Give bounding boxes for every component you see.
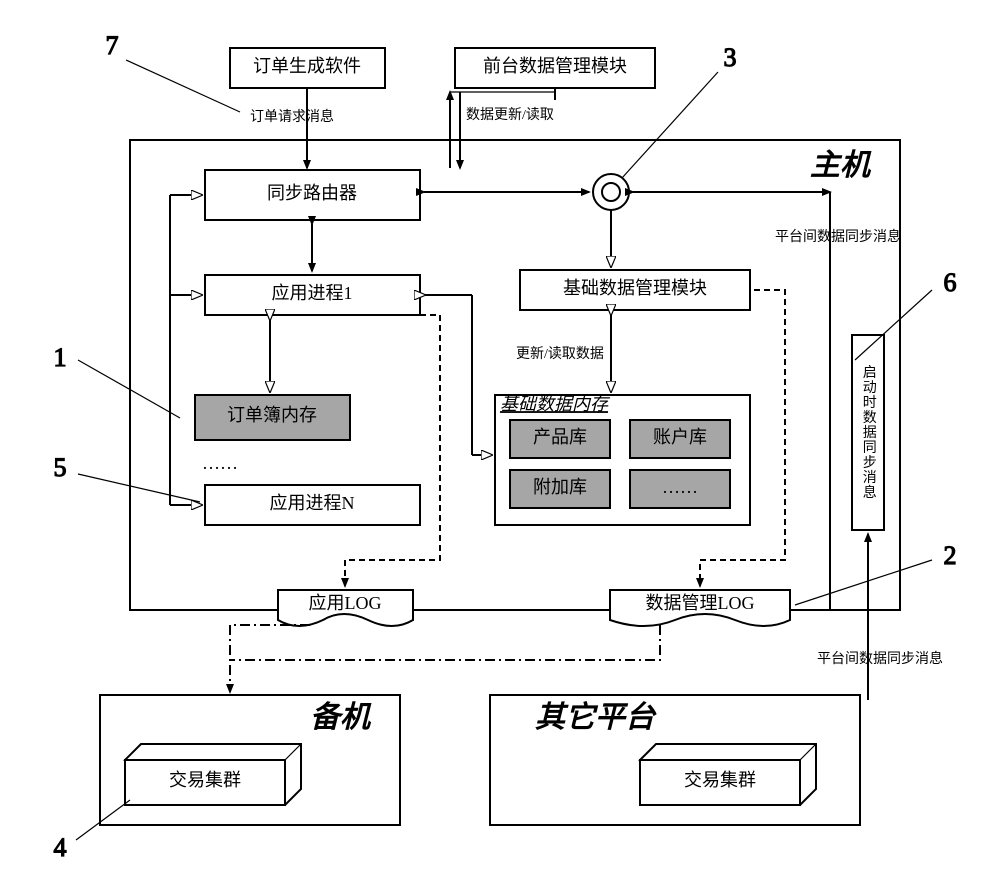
app-proc-n-box: 应用进程N bbox=[205, 485, 420, 525]
orderbook-mem-box: 订单簿内存 bbox=[195, 395, 350, 440]
svg-text:订单簿内存: 订单簿内存 bbox=[227, 405, 317, 425]
standby-cluster: 交易集群 bbox=[125, 744, 301, 805]
svg-text:应用LOG: 应用LOG bbox=[309, 593, 382, 613]
mem-box-0: 产品库 bbox=[510, 420, 610, 458]
front-data-box: 前台数据管理模块 bbox=[455, 48, 655, 88]
label-sync-msg-top: 平台间数据同步消息 bbox=[775, 228, 901, 245]
svg-text:应用进程N: 应用进程N bbox=[270, 493, 355, 513]
svg-text:数据管理LOG: 数据管理LOG bbox=[646, 593, 755, 613]
mem-box-2: 附加库 bbox=[510, 470, 610, 508]
dashdot-log-to-standby bbox=[230, 625, 310, 692]
svg-text:产品库: 产品库 bbox=[533, 427, 587, 447]
base-mgmt-box: 基础数据管理模块 bbox=[520, 270, 750, 310]
label-order-msg: 订单请求消息 bbox=[250, 108, 334, 125]
svg-text:5: 5 bbox=[54, 453, 67, 482]
svg-text:备机: 备机 bbox=[310, 701, 372, 734]
svg-text:其它平台: 其它平台 bbox=[535, 700, 657, 734]
app-proc-1-box: 应用进程1 bbox=[205, 275, 420, 315]
svg-text:1: 1 bbox=[54, 343, 67, 372]
label-upd-read: 更新/读取数据 bbox=[516, 345, 604, 362]
svg-text:……: …… bbox=[662, 477, 698, 497]
diagram-root: 主机 订单生成软件 前台数据管理模块 订单请求消息 数据更新/读取 同步路由器 … bbox=[0, 0, 1000, 874]
svg-text:前台数据管理模块: 前台数据管理模块 bbox=[483, 56, 627, 76]
svg-text:账户库: 账户库 bbox=[653, 427, 707, 447]
svg-text:订单生成软件: 订单生成软件 bbox=[253, 56, 361, 76]
sync-router-box: 同步路由器 bbox=[205, 170, 420, 220]
svg-text:3: 3 bbox=[724, 43, 737, 72]
order-gen-box: 订单生成软件 bbox=[230, 48, 385, 88]
host-title: 主机 bbox=[810, 149, 872, 182]
other-cluster: 交易集群 bbox=[640, 744, 816, 805]
svg-text:7: 7 bbox=[106, 31, 119, 60]
startup-sync-box: 启动时数据同步消息 bbox=[852, 335, 884, 530]
svg-text:应用进程1: 应用进程1 bbox=[272, 283, 353, 303]
dashdot-datalog-join bbox=[230, 625, 660, 660]
svg-text:交易集群: 交易集群 bbox=[169, 770, 241, 790]
mem-box-3: …… bbox=[630, 470, 730, 508]
data-log: 数据管理LOG bbox=[610, 590, 790, 626]
svg-text:平台间数据同步消息: 平台间数据同步消息 bbox=[817, 650, 943, 667]
mem-box-1: 账户库 bbox=[630, 420, 730, 458]
other-frame: 其它平台 交易集群 bbox=[490, 695, 860, 825]
label-front-msg: 数据更新/读取 bbox=[466, 106, 554, 123]
svg-text:6: 6 bbox=[944, 268, 957, 297]
app-log: 应用LOG bbox=[278, 590, 413, 626]
dots: …… bbox=[202, 453, 238, 473]
svg-text:启动时数据同步消息: 启动时数据同步消息 bbox=[861, 365, 877, 500]
svg-text:基础数据内存: 基础数据内存 bbox=[500, 394, 611, 414]
svg-text:附加库: 附加库 bbox=[533, 477, 587, 497]
svg-text:交易集群: 交易集群 bbox=[684, 770, 756, 790]
svg-text:4: 4 bbox=[54, 833, 67, 862]
svg-text:2: 2 bbox=[944, 541, 957, 570]
ring-symbol bbox=[593, 174, 629, 210]
standby-frame: 备机 交易集群 bbox=[100, 695, 400, 825]
svg-text:基础数据管理模块: 基础数据管理模块 bbox=[563, 278, 707, 298]
svg-text:同步路由器: 同步路由器 bbox=[267, 183, 357, 203]
